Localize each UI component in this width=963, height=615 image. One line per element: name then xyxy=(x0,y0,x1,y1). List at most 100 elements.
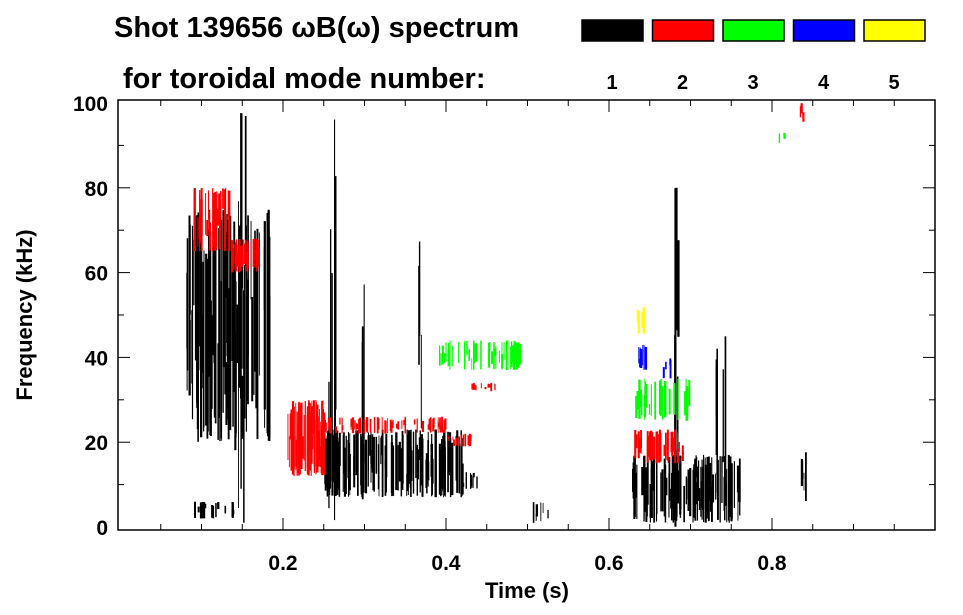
spectral-mark-mode-2 xyxy=(384,420,387,434)
spectral-mark-mode-1 xyxy=(398,441,401,482)
spectral-mark-mode-1 xyxy=(199,502,203,519)
spectral-mark-mode-5 xyxy=(643,309,645,334)
spectral-mark-mode-2 xyxy=(487,383,490,388)
spectral-mark-mode-1 xyxy=(695,455,697,505)
spectral-mark-mode-1 xyxy=(256,228,259,440)
spectral-mark-mode-1 xyxy=(709,462,712,501)
spectral-mark-mode-3 xyxy=(445,342,447,362)
x-tick-label: 0.4 xyxy=(431,552,461,575)
spectral-mark-mode-1 xyxy=(201,501,205,519)
spectral-mark-mode-1 xyxy=(365,439,368,494)
spectral-mark-mode-1 xyxy=(412,431,415,494)
spectral-mark-mode-1 xyxy=(347,440,349,478)
spectral-mark-mode-1 xyxy=(397,445,399,491)
spectral-mark-mode-1 xyxy=(377,444,380,490)
spectral-mark-mode-1 xyxy=(542,502,544,514)
spectral-mark-mode-1 xyxy=(418,265,420,365)
spectral-mark-mode-2 xyxy=(475,385,477,391)
spectral-mark-mode-3 xyxy=(641,393,643,416)
spectral-mark-mode-2 xyxy=(392,419,394,428)
spectral-mark-mode-1 xyxy=(343,460,346,497)
spectral-mark-mode-2 xyxy=(650,430,653,461)
spectral-mark-mode-2 xyxy=(197,218,199,239)
spectral-mark-mode-2 xyxy=(452,436,454,441)
spectral-mark-mode-3 xyxy=(688,379,691,407)
spectral-mark-mode-1 xyxy=(458,437,460,494)
spectral-mark-mode-1 xyxy=(369,434,371,456)
spectral-mark-mode-1 xyxy=(407,434,409,492)
spectral-mark-mode-1 xyxy=(723,476,725,511)
spectral-mark-mode-2 xyxy=(216,191,218,251)
spectral-mark-mode-1 xyxy=(547,509,549,519)
spectral-mark-mode-2 xyxy=(322,438,325,461)
spectral-mark-mode-2 xyxy=(428,418,431,431)
spectral-mark-mode-3 xyxy=(501,341,503,370)
spectral-mark-mode-1 xyxy=(186,272,188,349)
spectral-mark-mode-2 xyxy=(421,420,424,432)
spectral-mark-mode-2 xyxy=(365,416,368,432)
spectral-mark-mode-2 xyxy=(453,439,455,446)
spectral-mark-mode-2 xyxy=(290,409,293,471)
spectral-mark-mode-2 xyxy=(339,417,341,425)
spectral-mark-mode-2 xyxy=(310,437,312,462)
spectral-mark-mode-1 xyxy=(421,438,424,497)
spectral-mark-mode-1 xyxy=(203,250,205,428)
spectral-mark-mode-2 xyxy=(324,421,326,428)
spectral-mark-mode-2 xyxy=(676,448,680,464)
x-tick-label: 0.2 xyxy=(268,552,297,575)
spectral-mark-mode-1 xyxy=(700,481,702,508)
spectral-mark-mode-3 xyxy=(644,381,647,401)
spectral-mark-mode-3 xyxy=(510,341,513,361)
spectral-mark-mode-1 xyxy=(238,201,239,508)
spectral-mark-mode-2 xyxy=(240,246,242,271)
spectral-mark-mode-1 xyxy=(408,430,410,484)
spectral-mark-mode-1 xyxy=(736,465,740,493)
spectral-mark-mode-3 xyxy=(471,358,473,370)
spectral-mark-mode-2 xyxy=(317,431,320,467)
spectral-mark-mode-1 xyxy=(455,436,458,481)
spectral-mark-mode-1 xyxy=(717,459,719,520)
spectral-mark-mode-1 xyxy=(334,332,336,446)
spectral-mark-mode-1 xyxy=(419,430,421,493)
spectral-mark-mode-1 xyxy=(254,230,256,372)
spectral-mark-mode-1 xyxy=(375,436,378,474)
spectral-mark-mode-2 xyxy=(320,430,323,469)
spectral-mark-mode-3 xyxy=(660,379,662,406)
spectral-mark-mode-1 xyxy=(801,460,804,479)
spectral-mark-mode-1 xyxy=(196,234,199,408)
spectral-mark-mode-2 xyxy=(222,188,224,209)
spectral-mark-mode-1 xyxy=(215,503,217,518)
spectral-mark-mode-1 xyxy=(645,467,648,522)
spectral-mark-mode-3 xyxy=(650,384,652,416)
spectral-mark-mode-1 xyxy=(244,116,247,266)
spectral-mark-mode-3 xyxy=(664,381,667,418)
spectral-mark-mode-3 xyxy=(464,342,466,370)
spectral-mark-mode-1 xyxy=(266,213,269,434)
spectral-mark-mode-1 xyxy=(343,432,345,474)
spectral-mark-mode-1 xyxy=(418,437,421,460)
spectral-mark-mode-1 xyxy=(324,452,327,491)
spectral-mark-mode-2 xyxy=(440,424,443,433)
spectral-mark-mode-2 xyxy=(677,437,679,458)
spectral-mark-mode-1 xyxy=(426,453,428,494)
spectral-mark-mode-1 xyxy=(729,456,732,517)
spectral-mark-mode-4 xyxy=(669,358,672,366)
spectral-mark-mode-2 xyxy=(672,437,675,452)
spectral-mark-mode-1 xyxy=(420,334,422,429)
spectral-mark-mode-1 xyxy=(244,265,246,419)
spectral-mark-mode-3 xyxy=(443,353,446,363)
spectral-mark-mode-2 xyxy=(255,238,258,268)
spectral-mark-mode-2 xyxy=(473,384,476,390)
spectral-mark-mode-2 xyxy=(354,420,356,430)
spectral-mark-mode-3 xyxy=(686,386,689,421)
spectral-mark-mode-3 xyxy=(510,346,511,369)
spectral-mark-mode-2 xyxy=(217,208,220,226)
spectral-mark-mode-2 xyxy=(193,196,196,223)
spectral-mark-mode-1 xyxy=(711,457,713,520)
spectral-mark-mode-3 xyxy=(441,345,444,365)
spectral-mark-mode-4 xyxy=(639,347,641,355)
spectral-mark-mode-3 xyxy=(644,378,646,420)
spectral-mark-mode-3 xyxy=(440,353,442,366)
legend-label-mode-3: 3 xyxy=(747,72,758,94)
spectral-mark-mode-1 xyxy=(427,431,429,487)
